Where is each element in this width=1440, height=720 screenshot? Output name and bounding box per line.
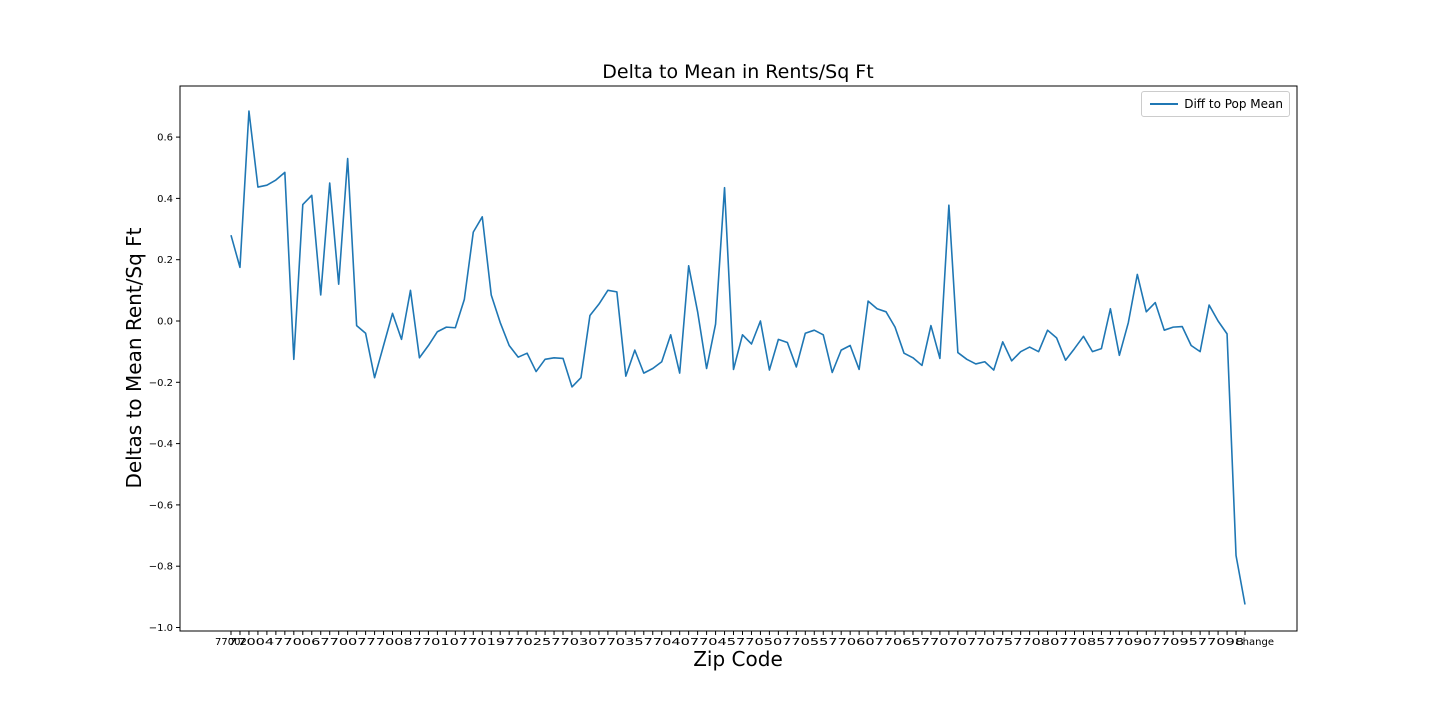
y-tick-label: 0.6 — [157, 133, 173, 144]
x-tick-label: Change — [1236, 637, 1274, 648]
x-axis-label: Zip Code — [693, 647, 783, 671]
x-tick-label: 77002 — [215, 637, 247, 648]
y-axis-label: Deltas to Mean Rent/Sq Ft — [122, 227, 146, 489]
y-tick-label: 0.4 — [157, 194, 173, 205]
y-tick-label: −0.8 — [149, 562, 173, 573]
plot-frame — [179, 85, 1298, 632]
x-tick-labels-overlap: 7700477006770077700877010770197702577030… — [228, 637, 1244, 648]
series-line-diff-to-pop-mean — [230, 110, 1246, 605]
chart-title: Delta to Mean in Rents/Sq Ft — [602, 61, 874, 83]
legend-label: Diff to Pop Mean — [1184, 97, 1283, 111]
legend-swatch — [1150, 103, 1179, 105]
y-tick-label: 0.0 — [157, 317, 173, 328]
y-tick-label: −0.6 — [149, 500, 173, 511]
legend: Diff to Pop Mean — [1141, 91, 1290, 117]
y-tick-label: −1.0 — [149, 623, 173, 634]
y-tick-label: −0.4 — [149, 439, 173, 450]
y-tick-label: 0.2 — [157, 255, 173, 266]
y-tick-label: −0.2 — [149, 378, 173, 389]
